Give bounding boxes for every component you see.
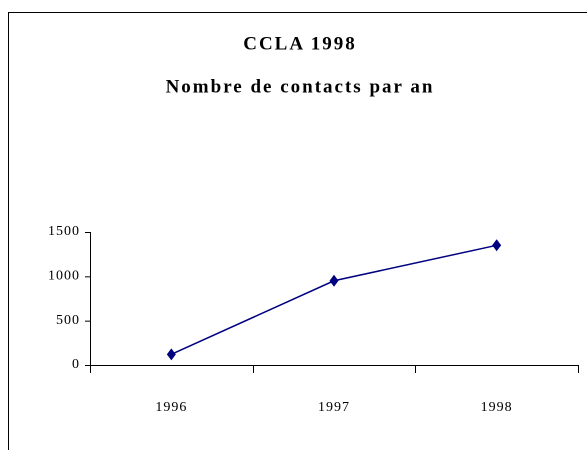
x-tick-label: 1998 xyxy=(481,400,513,415)
y-tick-label: 0 xyxy=(72,357,80,372)
y-tick-label: 1500 xyxy=(48,224,80,239)
y-tick-label: 500 xyxy=(56,313,80,328)
x-tick-label: 1996 xyxy=(155,400,187,415)
chart-subtitle: Nombre de contacts par an xyxy=(166,76,435,97)
y-tick-label: 1000 xyxy=(48,269,80,284)
x-tick-label: 1997 xyxy=(318,400,350,415)
chart-title: CCLA 1998 xyxy=(243,33,357,54)
